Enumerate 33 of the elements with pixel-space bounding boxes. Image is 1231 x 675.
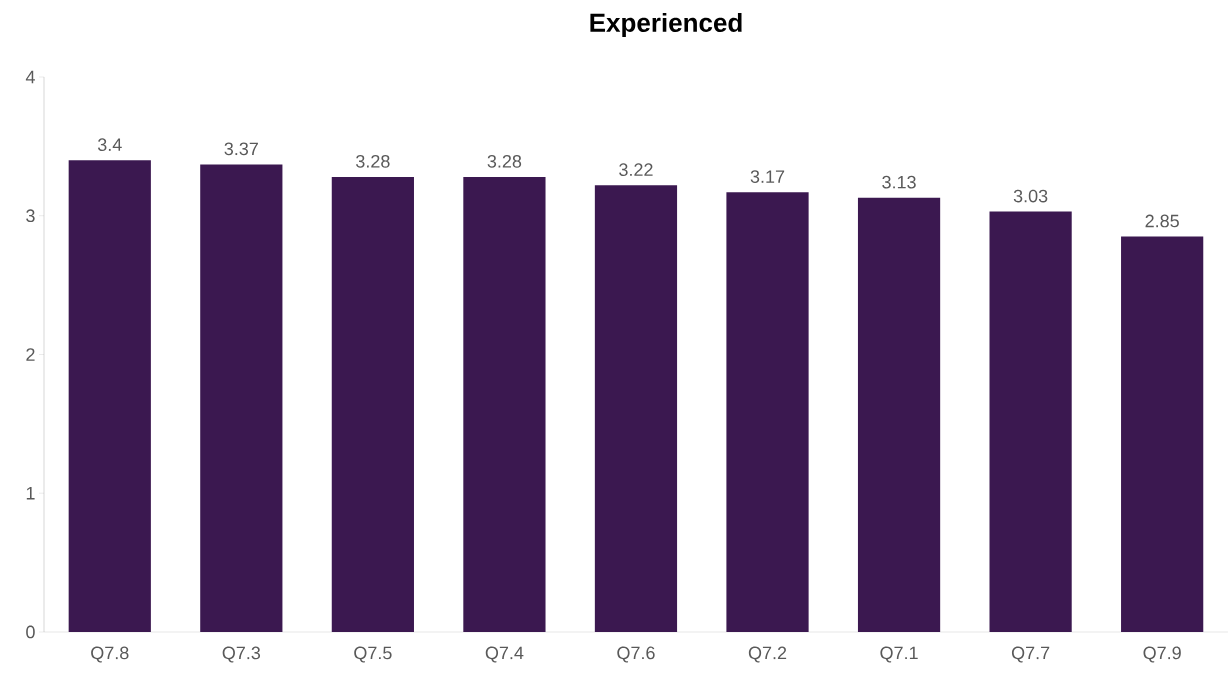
data-label: 3.4: [97, 138, 122, 152]
bar: [200, 164, 283, 632]
y-tick-label: 1: [26, 487, 35, 500]
data-label: 3.28: [356, 154, 390, 168]
x-tick-label: Q7.9: [1143, 646, 1181, 663]
bar: [857, 197, 941, 632]
chart-title: Experienced: [590, 12, 742, 38]
bar: [989, 211, 1072, 632]
data-label: 3.17: [750, 170, 785, 183]
data-label: 3.22: [619, 163, 653, 177]
x-tick-label: Q7.6: [617, 646, 655, 663]
x-tick-label: Q7.3: [222, 646, 261, 663]
data-label: 3.13: [882, 175, 916, 189]
data-label: 2.85: [1145, 214, 1179, 228]
data-label: 3.37: [224, 142, 258, 156]
y-tick-label: 0: [26, 625, 35, 639]
bar: [594, 185, 678, 632]
x-tick-label: Q7.5: [354, 646, 392, 663]
bar: [68, 160, 151, 632]
y-tick-label: 3: [26, 209, 35, 223]
bar: [726, 192, 809, 632]
x-tick-label: Q7.1: [880, 646, 918, 663]
x-tick-label: Q7.8: [91, 646, 129, 663]
y-tick-label: 2: [26, 348, 35, 361]
bar: [463, 176, 546, 632]
x-tick-label: Q7.4: [485, 646, 524, 663]
bar: [331, 176, 414, 632]
x-tick-label: Q7.2: [748, 646, 787, 663]
data-label: 3.03: [1013, 189, 1048, 203]
y-tick-label: 4: [25, 70, 35, 84]
bar: [1121, 236, 1204, 632]
x-tick-label: Q7.7: [1011, 646, 1050, 663]
data-label: 3.28: [487, 154, 522, 168]
